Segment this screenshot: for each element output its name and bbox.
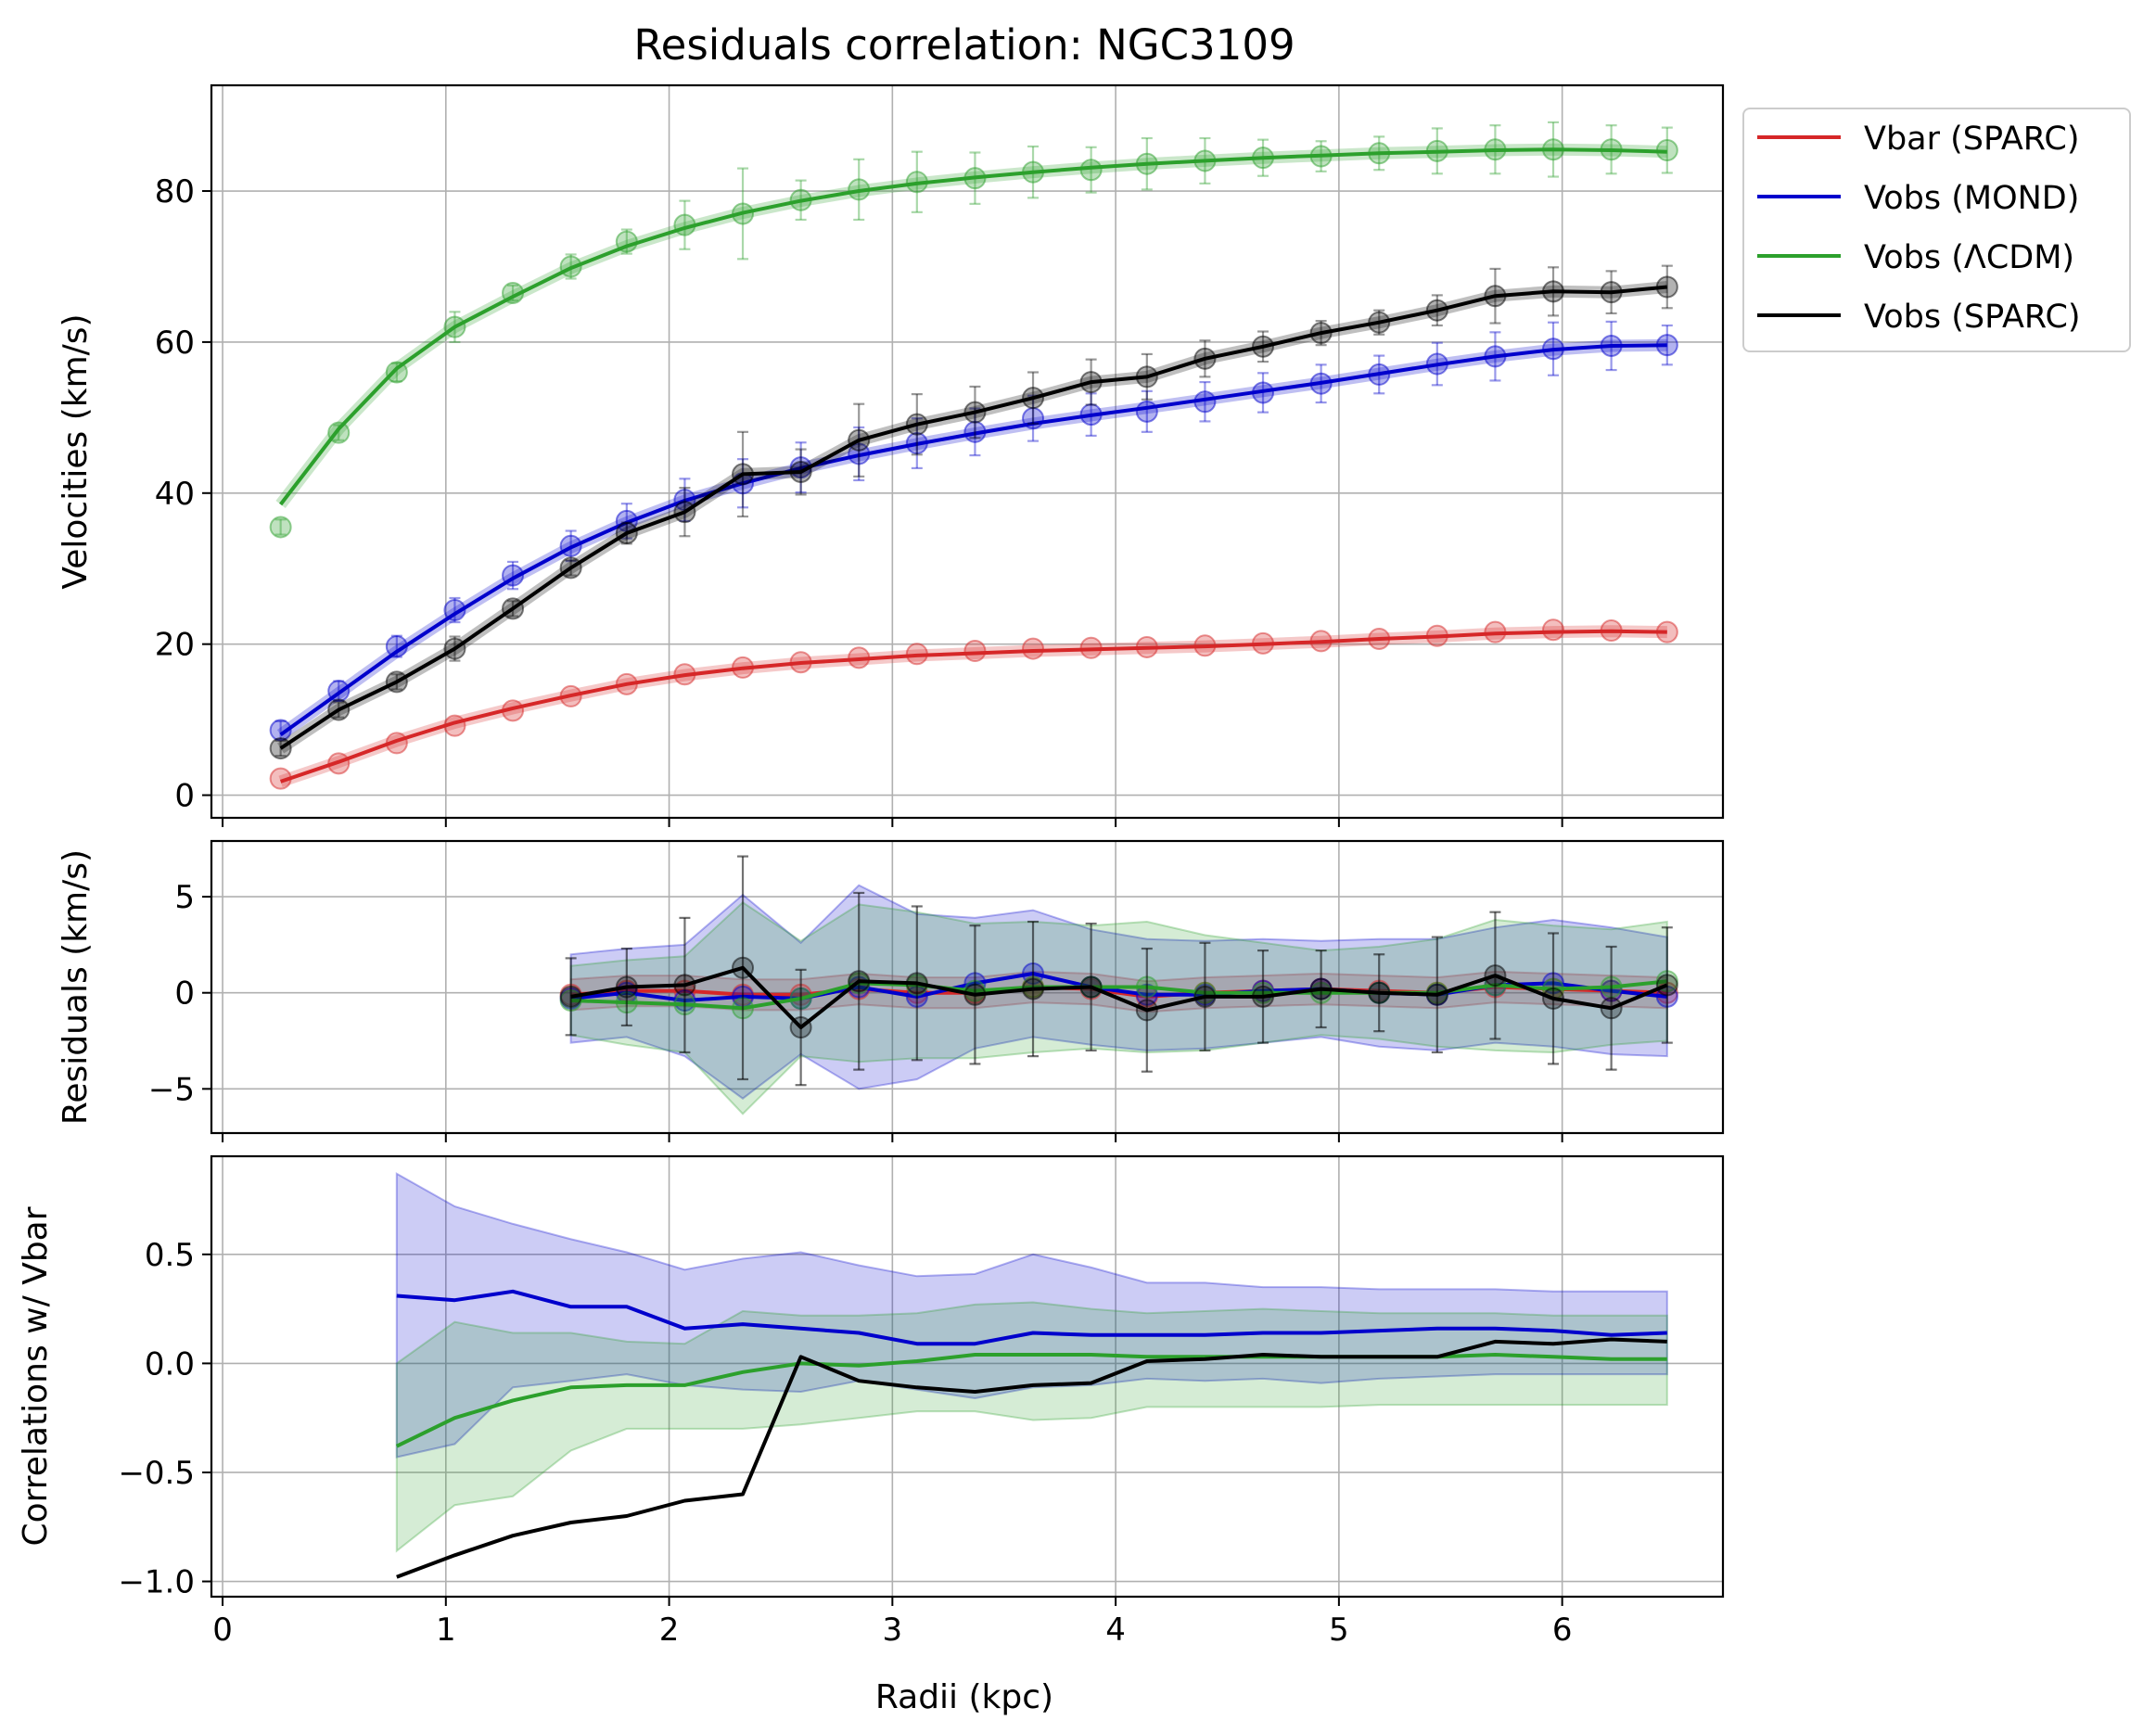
legend-label-lcdm: Vobs (ΛCDM) (1864, 239, 2074, 276)
x-tick-label: 0 (212, 1612, 233, 1649)
y-tick-label: −0.5 (118, 1455, 195, 1492)
y-tick-label: 0 (174, 778, 195, 815)
y-axis-label: Residuals (km/s) (57, 849, 95, 1125)
confidence-band-vobs-cdm (569, 901, 1668, 1115)
correlations-panel: 0 1 2 3 4 5 6 −1.0 −0.5 0.0 0.5 Correlations w/ Vba… (17, 1154, 1725, 1649)
y-tick-label: 5 (174, 879, 195, 916)
residuals-panel: −5 0 5 Residuals (km/s) (57, 839, 1725, 1142)
data-point-vobs-sparc (1600, 997, 1623, 1020)
axes-frame (210, 83, 1725, 820)
data-point-vobs-sparc (1425, 983, 1448, 1006)
x-tick-label: 3 (883, 1612, 903, 1649)
series-line-vobs-sparc (396, 1337, 1667, 1579)
y-tick-label: 0.5 (145, 1237, 195, 1274)
data-point-vbar-sparc (1022, 637, 1045, 660)
confidence-band-vobs-cdm (395, 1301, 1668, 1553)
series-line-vobs-cdm (395, 1353, 1667, 1448)
x-tick-label: 5 (1329, 1612, 1349, 1649)
series-line-vobs-sparc (279, 285, 1667, 750)
y-axis-label: Correlations w/ Vbar (17, 1206, 55, 1546)
y-tick-label: 0 (174, 975, 195, 1013)
data-point-vobs-sparc (1252, 985, 1275, 1008)
x-tick-label: 2 (659, 1612, 680, 1649)
series-line-vobs-mond (279, 343, 1667, 737)
data-point-vobs-sparc (673, 974, 696, 997)
x-tick-label: 4 (1105, 1612, 1126, 1649)
x-tick-label: 1 (436, 1612, 456, 1649)
series-line-vobs-cdm (279, 147, 1667, 506)
series-line-vbar-sparc (279, 629, 1667, 784)
legend-entry-sparc: Vobs (SPARC) (1757, 299, 2081, 336)
data-point-vobs-sparc (559, 985, 582, 1008)
data-point-vobs-sparc (848, 970, 871, 993)
data-point-vobs-sparc (1193, 985, 1217, 1008)
y-tick-label: −5 (148, 1071, 195, 1108)
series-line-vobs-mond (396, 1289, 1667, 1346)
chart-title: Residuals correlation: NGC3109 (633, 20, 1295, 70)
y-tick-label: 60 (155, 325, 195, 362)
data-point-vobs-sparc (1655, 974, 1678, 997)
confidence-band-vobs-mond (395, 1172, 1668, 1459)
data-point-vobs-cdm (385, 361, 408, 384)
x-axis-label: Radii (kpc) (875, 1678, 1053, 1716)
x-tick-label: 6 (1552, 1612, 1573, 1649)
data-point-vbar-sparc (1542, 618, 1565, 642)
y-tick-label: 40 (155, 476, 195, 513)
legend-entry-vbar: Vbar (SPARC) (1757, 121, 2079, 158)
fit-band-vobs-cdm (275, 143, 1667, 508)
legend-label-vbar: Vbar (SPARC) (1864, 121, 2079, 158)
legend-label-sparc: Vobs (SPARC) (1864, 299, 2081, 336)
data-point-vobs-cdm (269, 516, 292, 539)
y-tick-label: 80 (155, 173, 195, 210)
data-point-vobs-sparc (1135, 999, 1158, 1022)
y-tick-label: 0.0 (145, 1345, 195, 1383)
data-point-vbar-sparc (963, 640, 987, 663)
legend-entry-mond: Vobs (MOND) (1757, 180, 2079, 217)
data-point-vobs-sparc (1079, 975, 1103, 999)
legend-entry-lcdm: Vobs (ΛCDM) (1757, 239, 2074, 276)
legend-label-mond: Vobs (MOND) (1864, 180, 2079, 217)
data-point-vobs-sparc (1542, 987, 1565, 1010)
data-point-vobs-sparc (1022, 977, 1045, 1000)
data-point-vobs-sparc (615, 975, 638, 999)
data-point-vobs-sparc (905, 972, 928, 995)
data-point-vobs-sparc (732, 956, 755, 979)
y-axis-label: Velocities (km/s) (57, 313, 95, 589)
data-point-vobs-sparc (963, 983, 987, 1006)
axes-frame (210, 839, 1725, 1135)
legend-frame (1742, 108, 2131, 352)
data-point-vobs-sparc (789, 1016, 812, 1039)
data-point-vobs-sparc (1368, 981, 1391, 1004)
data-point-vobs-mond (269, 719, 292, 742)
legend: Vbar (SPARC) Vobs (MOND) Vobs (ΛCDM) Vob… (1742, 108, 2131, 352)
axes-frame (210, 1154, 1725, 1599)
velocities-panel: 0 20 40 60 80 Velocities (km/s) (57, 83, 1725, 827)
data-point-vobs-sparc (1309, 977, 1333, 1000)
y-tick-label: −1.0 (118, 1564, 195, 1601)
y-tick-label: 20 (155, 627, 195, 664)
data-point-vobs-sparc (1484, 964, 1507, 988)
